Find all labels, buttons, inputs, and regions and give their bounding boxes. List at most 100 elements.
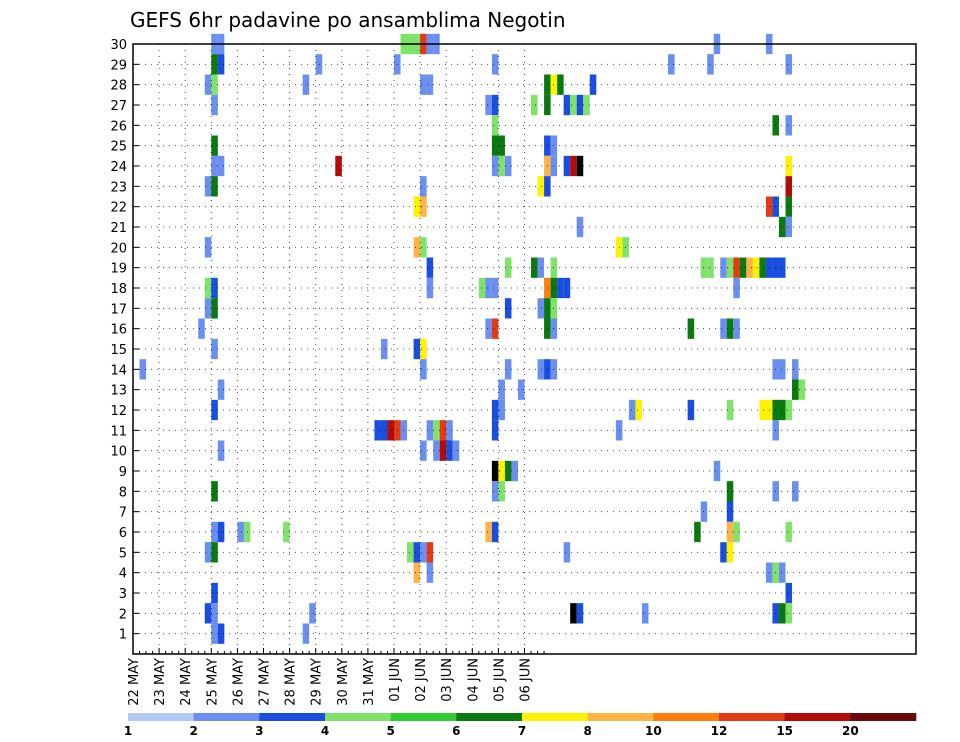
y-tick-label: 20 xyxy=(110,241,127,256)
y-tick-label: 17 xyxy=(110,302,127,317)
heatmap-cell xyxy=(491,155,499,177)
heatmap-cell xyxy=(211,481,218,502)
heatmap-cell xyxy=(583,94,590,116)
heatmap-cell xyxy=(420,176,427,197)
heatmap-cell xyxy=(733,257,740,278)
x-tick-label: 26 MAY xyxy=(231,658,246,706)
heatmap-cell xyxy=(498,155,505,177)
heatmap-cell xyxy=(498,379,505,400)
y-tick-label: 28 xyxy=(110,79,127,94)
heatmap-cell xyxy=(217,379,225,400)
heatmap-cell xyxy=(785,521,793,543)
heatmap-cell xyxy=(204,277,212,299)
heatmap-cell xyxy=(733,521,740,543)
heatmap-cell xyxy=(211,94,218,116)
heatmap-cell xyxy=(733,277,740,299)
y-tick-label: 26 xyxy=(110,119,127,134)
x-tick-label: 27 MAY xyxy=(258,658,273,706)
heatmap-cell xyxy=(726,257,734,278)
heatmap-cell xyxy=(785,155,793,177)
heatmap-cell xyxy=(726,481,734,502)
heatmap-cell xyxy=(211,542,218,563)
heatmap-cell xyxy=(198,318,205,339)
heatmap-cell xyxy=(491,399,499,421)
heatmap-cell xyxy=(426,74,434,95)
colorbar-label: 4 xyxy=(321,724,329,738)
heatmap-cell xyxy=(707,54,714,75)
heatmap-cell xyxy=(387,420,395,441)
heatmap-cell xyxy=(420,542,427,563)
heatmap-cell xyxy=(491,277,499,299)
heatmap-cell xyxy=(746,257,753,278)
colorbar-segment xyxy=(653,713,720,721)
heatmap-cell xyxy=(446,440,453,461)
heatmap-cell xyxy=(504,298,512,319)
heatmap-cell xyxy=(785,115,793,136)
heatmap-cell xyxy=(491,460,499,482)
heatmap-cell xyxy=(204,298,212,319)
y-tick-label: 29 xyxy=(110,58,127,73)
y-axis: 1234567891011121314151617181920212223242… xyxy=(110,38,916,643)
y-tick-label: 27 xyxy=(110,99,127,114)
colorbar-label: 5 xyxy=(386,724,394,738)
heatmap-cell xyxy=(778,257,786,278)
heatmap-cell xyxy=(713,460,721,482)
heatmap-cell xyxy=(726,521,734,543)
y-tick-label: 6 xyxy=(119,526,127,541)
heatmap-cell xyxy=(211,399,218,421)
y-tick-label: 4 xyxy=(119,567,127,582)
heatmap-cell xyxy=(778,216,786,238)
heatmap-cell xyxy=(420,359,427,380)
heatmap-cell xyxy=(511,460,518,482)
heatmap-cell xyxy=(498,481,505,502)
heatmap-cell xyxy=(204,237,212,258)
heatmap-cell xyxy=(537,359,545,380)
colorbar-label: 2 xyxy=(189,724,197,738)
heatmap-cell xyxy=(211,176,218,197)
heatmap-cell xyxy=(433,420,440,441)
colorbar-label: 3 xyxy=(255,724,263,738)
heatmap-cell xyxy=(283,521,290,543)
colorbar-segment xyxy=(390,713,457,721)
heatmap-cell xyxy=(426,257,434,278)
heatmap-cell xyxy=(785,54,793,75)
y-tick-label: 23 xyxy=(110,180,127,195)
y-tick-label: 25 xyxy=(110,140,127,155)
heatmap-cell xyxy=(798,379,806,400)
heatmap-cell xyxy=(557,74,564,95)
heatmap-cell xyxy=(420,74,427,95)
heatmap-cell xyxy=(380,338,388,360)
heatmap-cell xyxy=(446,420,453,441)
colorbar-label: 8 xyxy=(583,724,591,738)
heatmap-cell xyxy=(413,562,421,583)
y-tick-label: 9 xyxy=(119,465,127,480)
heatmap-cell xyxy=(211,521,218,543)
heatmap-cell xyxy=(628,399,636,421)
heatmap-cell xyxy=(309,603,316,624)
heatmap-cell xyxy=(570,94,577,116)
heatmap-cell xyxy=(752,257,760,278)
heatmap-cell xyxy=(452,440,460,461)
x-tick-label: 03 JUN xyxy=(440,658,455,702)
heatmap-cell xyxy=(374,420,381,441)
heatmap-cell xyxy=(491,94,499,116)
heatmap-cell xyxy=(302,623,310,644)
colorbar-segment xyxy=(325,713,391,721)
heatmap-cell xyxy=(413,338,421,360)
heatmap-cell xyxy=(668,54,675,75)
heatmap-cell xyxy=(413,196,421,217)
heatmap-cell xyxy=(778,359,786,380)
heatmap-cell xyxy=(413,237,421,258)
heatmap-cell xyxy=(785,176,793,197)
heatmap-cell xyxy=(485,94,492,116)
heatmap-cell xyxy=(217,440,225,461)
y-tick-label: 22 xyxy=(110,201,127,216)
heatmap-cell xyxy=(211,603,218,624)
x-tick-label: 31 MAY xyxy=(362,658,377,706)
heatmap-cell xyxy=(420,196,427,217)
heatmap-cell xyxy=(439,420,447,441)
colorbar-segment xyxy=(784,713,851,721)
colorbar-label: 20 xyxy=(842,724,859,738)
x-axis: 22 MAY 23 MAY 24 MAY 25 MAY 26 MAY 27 MAY 28 M… xyxy=(127,648,545,706)
